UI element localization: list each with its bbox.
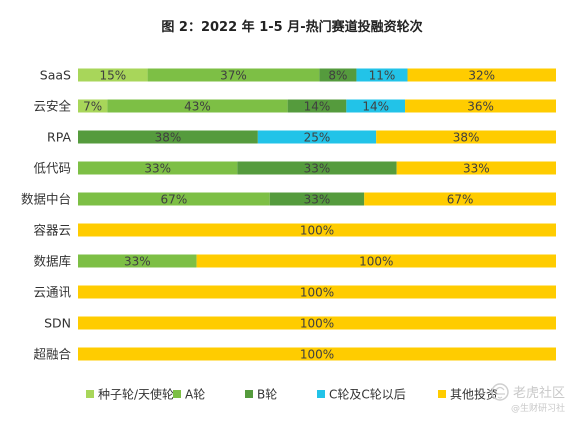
legend-label: C轮及C轮以后 xyxy=(329,388,406,402)
data-label: 32% xyxy=(468,68,495,82)
data-label: 33% xyxy=(304,161,331,175)
bar-segment xyxy=(78,99,108,113)
legend-swatch xyxy=(245,390,253,398)
data-label: 67% xyxy=(447,192,474,206)
bar-segment xyxy=(78,285,556,299)
legend-swatch xyxy=(438,390,446,398)
bar-segment xyxy=(407,68,556,82)
bar-segment xyxy=(396,161,556,175)
category-label: 云安全 xyxy=(33,99,71,114)
bar-segment xyxy=(376,130,556,144)
category-label: 云通讯 xyxy=(33,285,71,300)
legend-swatch xyxy=(317,390,325,398)
data-label: 25% xyxy=(304,130,331,144)
legend-swatch xyxy=(86,390,94,398)
bar-segment xyxy=(196,254,556,268)
bars-area: SaaS 15% 37% 8% 11% 32% 云安全 7% 43% 14% 14% 36% RPA 38… xyxy=(21,68,556,362)
category-label: 超融合 xyxy=(33,347,71,362)
legend-label: A轮 xyxy=(185,388,205,402)
data-label: 100% xyxy=(300,285,334,299)
watermark-sub: @生财研习社 xyxy=(511,402,565,414)
legend-label: 其他投资 xyxy=(450,387,498,402)
bar-segment xyxy=(319,68,357,82)
data-label: 67% xyxy=(161,192,188,206)
bar-segment xyxy=(147,68,320,82)
bar-segment xyxy=(107,99,288,113)
watermark: 老虎社区 @生财研习社 xyxy=(491,383,565,414)
data-label: 33% xyxy=(463,161,490,175)
data-label: 7% xyxy=(83,99,102,113)
legend-label: 种子轮/天使轮 xyxy=(98,387,174,402)
bar-segment xyxy=(287,99,347,113)
data-label: 100% xyxy=(300,223,334,237)
bar-segment xyxy=(78,254,197,268)
data-label: 100% xyxy=(300,347,334,361)
bar-segment xyxy=(78,347,556,361)
bar-segment xyxy=(237,161,397,175)
data-label: 15% xyxy=(99,68,126,82)
bar-segment xyxy=(346,99,406,113)
data-label: 37% xyxy=(220,68,247,82)
legend-label: B轮 xyxy=(257,388,277,402)
data-label: 33% xyxy=(124,254,151,268)
category-label: 数据中台 xyxy=(21,192,71,207)
data-label: 11% xyxy=(369,68,396,82)
data-label: 14% xyxy=(362,99,389,113)
bar-segment xyxy=(78,130,258,144)
bar-segment xyxy=(364,192,556,206)
bar-segment xyxy=(78,68,148,82)
category-label: 低代码 xyxy=(33,161,71,176)
watermark-name: 老虎社区 xyxy=(513,385,565,401)
data-label: 100% xyxy=(300,316,334,330)
legend-swatch xyxy=(173,390,181,398)
data-label: 33% xyxy=(144,161,171,175)
bar-segment xyxy=(356,68,408,82)
chart-title: 图 2：2022 年 1-5 月-热门赛道投融资轮次 xyxy=(161,19,422,35)
data-label: 14% xyxy=(304,99,331,113)
tiger-logo-icon xyxy=(491,383,509,401)
bar-segment xyxy=(405,99,556,113)
category-label: SDN xyxy=(44,316,71,331)
bar-segment xyxy=(78,316,556,330)
legend: 种子轮/天使轮 A轮 B轮 C轮及C轮以后 其他投资 xyxy=(86,387,498,402)
data-label: 8% xyxy=(328,68,347,82)
data-label: 36% xyxy=(467,99,494,113)
bar-segment xyxy=(78,223,556,237)
bar-segment xyxy=(78,161,238,175)
bar-segment xyxy=(78,192,270,206)
bar-segment xyxy=(269,192,365,206)
category-label: 容器云 xyxy=(33,223,71,238)
data-label: 33% xyxy=(304,192,331,206)
data-label: 43% xyxy=(184,99,211,113)
category-label: RPA xyxy=(47,130,71,145)
data-label: 100% xyxy=(359,254,393,268)
data-label: 38% xyxy=(155,130,182,144)
category-label: 数据库 xyxy=(33,254,71,269)
data-label: 38% xyxy=(453,130,480,144)
bar-segment xyxy=(257,130,377,144)
category-label: SaaS xyxy=(40,68,71,83)
